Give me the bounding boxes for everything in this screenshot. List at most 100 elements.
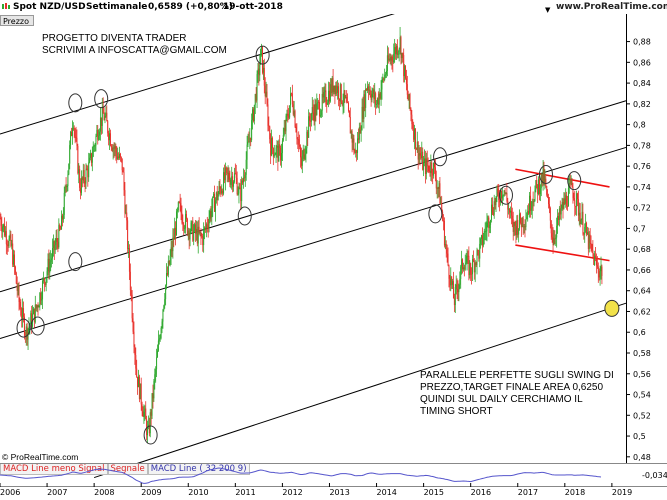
candle-down (346, 96, 348, 103)
candle-up (215, 192, 217, 201)
candle-up (72, 127, 74, 129)
candle-up (363, 94, 365, 119)
candle-down (357, 138, 359, 140)
candle-up (281, 140, 283, 154)
candle-up (55, 238, 57, 245)
candle-down (122, 170, 124, 173)
candle-down (83, 170, 85, 182)
brand-label: www.ProRealTime.com (556, 2, 667, 12)
candle-down (13, 254, 15, 268)
price-chart[interactable]: 0,48 0,5 0,52 0,54 0,56 0,58 0,6 0,62 0,64 0,66 0,… (0, 14, 667, 500)
candle-down (332, 77, 334, 93)
candle-up (177, 202, 179, 211)
candle-up (118, 153, 120, 158)
candle-up (80, 177, 82, 193)
candle-up (139, 383, 141, 400)
candle-down (415, 148, 417, 150)
candle-up (278, 144, 280, 162)
candle-up (149, 412, 151, 434)
candle-down (550, 220, 552, 234)
candle-down (1, 225, 3, 232)
candle-up (385, 74, 387, 76)
candle-down (330, 84, 332, 94)
candle-up (237, 193, 239, 195)
candle-up (158, 339, 160, 341)
candle-up (78, 169, 80, 174)
candle-up (230, 179, 232, 185)
candle-up (271, 137, 273, 156)
candlestick-icon[interactable] (2, 3, 10, 10)
candle-down (53, 241, 55, 250)
candle-down (182, 222, 184, 225)
chevron-down-icon[interactable]: ▼ (545, 6, 551, 14)
candle-up (425, 158, 427, 175)
candle-down (467, 255, 469, 257)
candle-down (494, 201, 496, 206)
candle-up (46, 271, 48, 278)
macd-panel[interactable] (0, 463, 667, 487)
candle-down (497, 188, 499, 193)
promo-line-1: PROGETTO DIVENTA TRADER (42, 33, 187, 44)
candle-up (42, 278, 44, 281)
candle-down (135, 355, 137, 369)
candle-up (95, 135, 97, 146)
candle-up (104, 116, 106, 120)
candle-down (0, 218, 2, 226)
candle-up (352, 138, 354, 143)
price-tick-label: 0,8 (633, 121, 646, 130)
candle-down (583, 233, 585, 235)
candle-up (195, 228, 197, 234)
year-tick-label: 2013 (329, 488, 350, 497)
candle-down (576, 193, 578, 200)
candle-down (520, 222, 522, 228)
candle-up (69, 145, 71, 164)
candle-up (366, 86, 368, 91)
candle-up (227, 172, 229, 174)
candle-down (107, 121, 109, 134)
candle-up (147, 426, 149, 436)
year-tick-label: 2011 (235, 488, 256, 497)
candle-down (470, 263, 472, 274)
price-panel-tab[interactable]: Prezzo (0, 15, 34, 26)
candle-down (270, 139, 272, 156)
candle-down (451, 276, 453, 285)
candle-up (262, 67, 264, 73)
channel-lines (0, 14, 627, 479)
candle-down (127, 220, 129, 249)
symbol-label[interactable]: Spot NZD/USD (13, 2, 86, 12)
year-tick-label: 2009 (141, 488, 162, 497)
candle-up (137, 376, 139, 388)
candle-down (10, 234, 12, 246)
period-label[interactable]: Settimanale (86, 2, 148, 12)
candle-up (247, 141, 249, 145)
candle-down (379, 93, 381, 99)
candle-up (289, 105, 291, 118)
candle-up (154, 374, 156, 382)
candle-up (9, 234, 11, 239)
year-tick-label: 2010 (188, 488, 209, 497)
candle-down (65, 186, 67, 188)
copyright-label: © ProRealTime.com (2, 452, 79, 462)
candle-up (160, 328, 162, 338)
candle-down (6, 244, 8, 246)
candle-up (556, 225, 558, 238)
candle-down (536, 180, 538, 185)
analysis-line-4: TIMING SHORT (420, 406, 493, 417)
candle-up (544, 178, 546, 182)
candle-up (156, 357, 158, 370)
candle-down (506, 192, 508, 202)
candle-down (351, 131, 353, 143)
candle-down (427, 165, 429, 167)
candle-up (454, 287, 456, 306)
candle-down (103, 113, 105, 120)
candle-up (238, 187, 240, 194)
candle-down (309, 120, 311, 122)
swing-circle (567, 171, 582, 191)
candle-up (381, 78, 383, 90)
candle-up (162, 310, 164, 322)
candle-down (226, 167, 228, 173)
candle-down (315, 104, 317, 115)
candle-up (320, 110, 322, 116)
candle-down (512, 219, 514, 232)
candle-down (23, 316, 25, 336)
